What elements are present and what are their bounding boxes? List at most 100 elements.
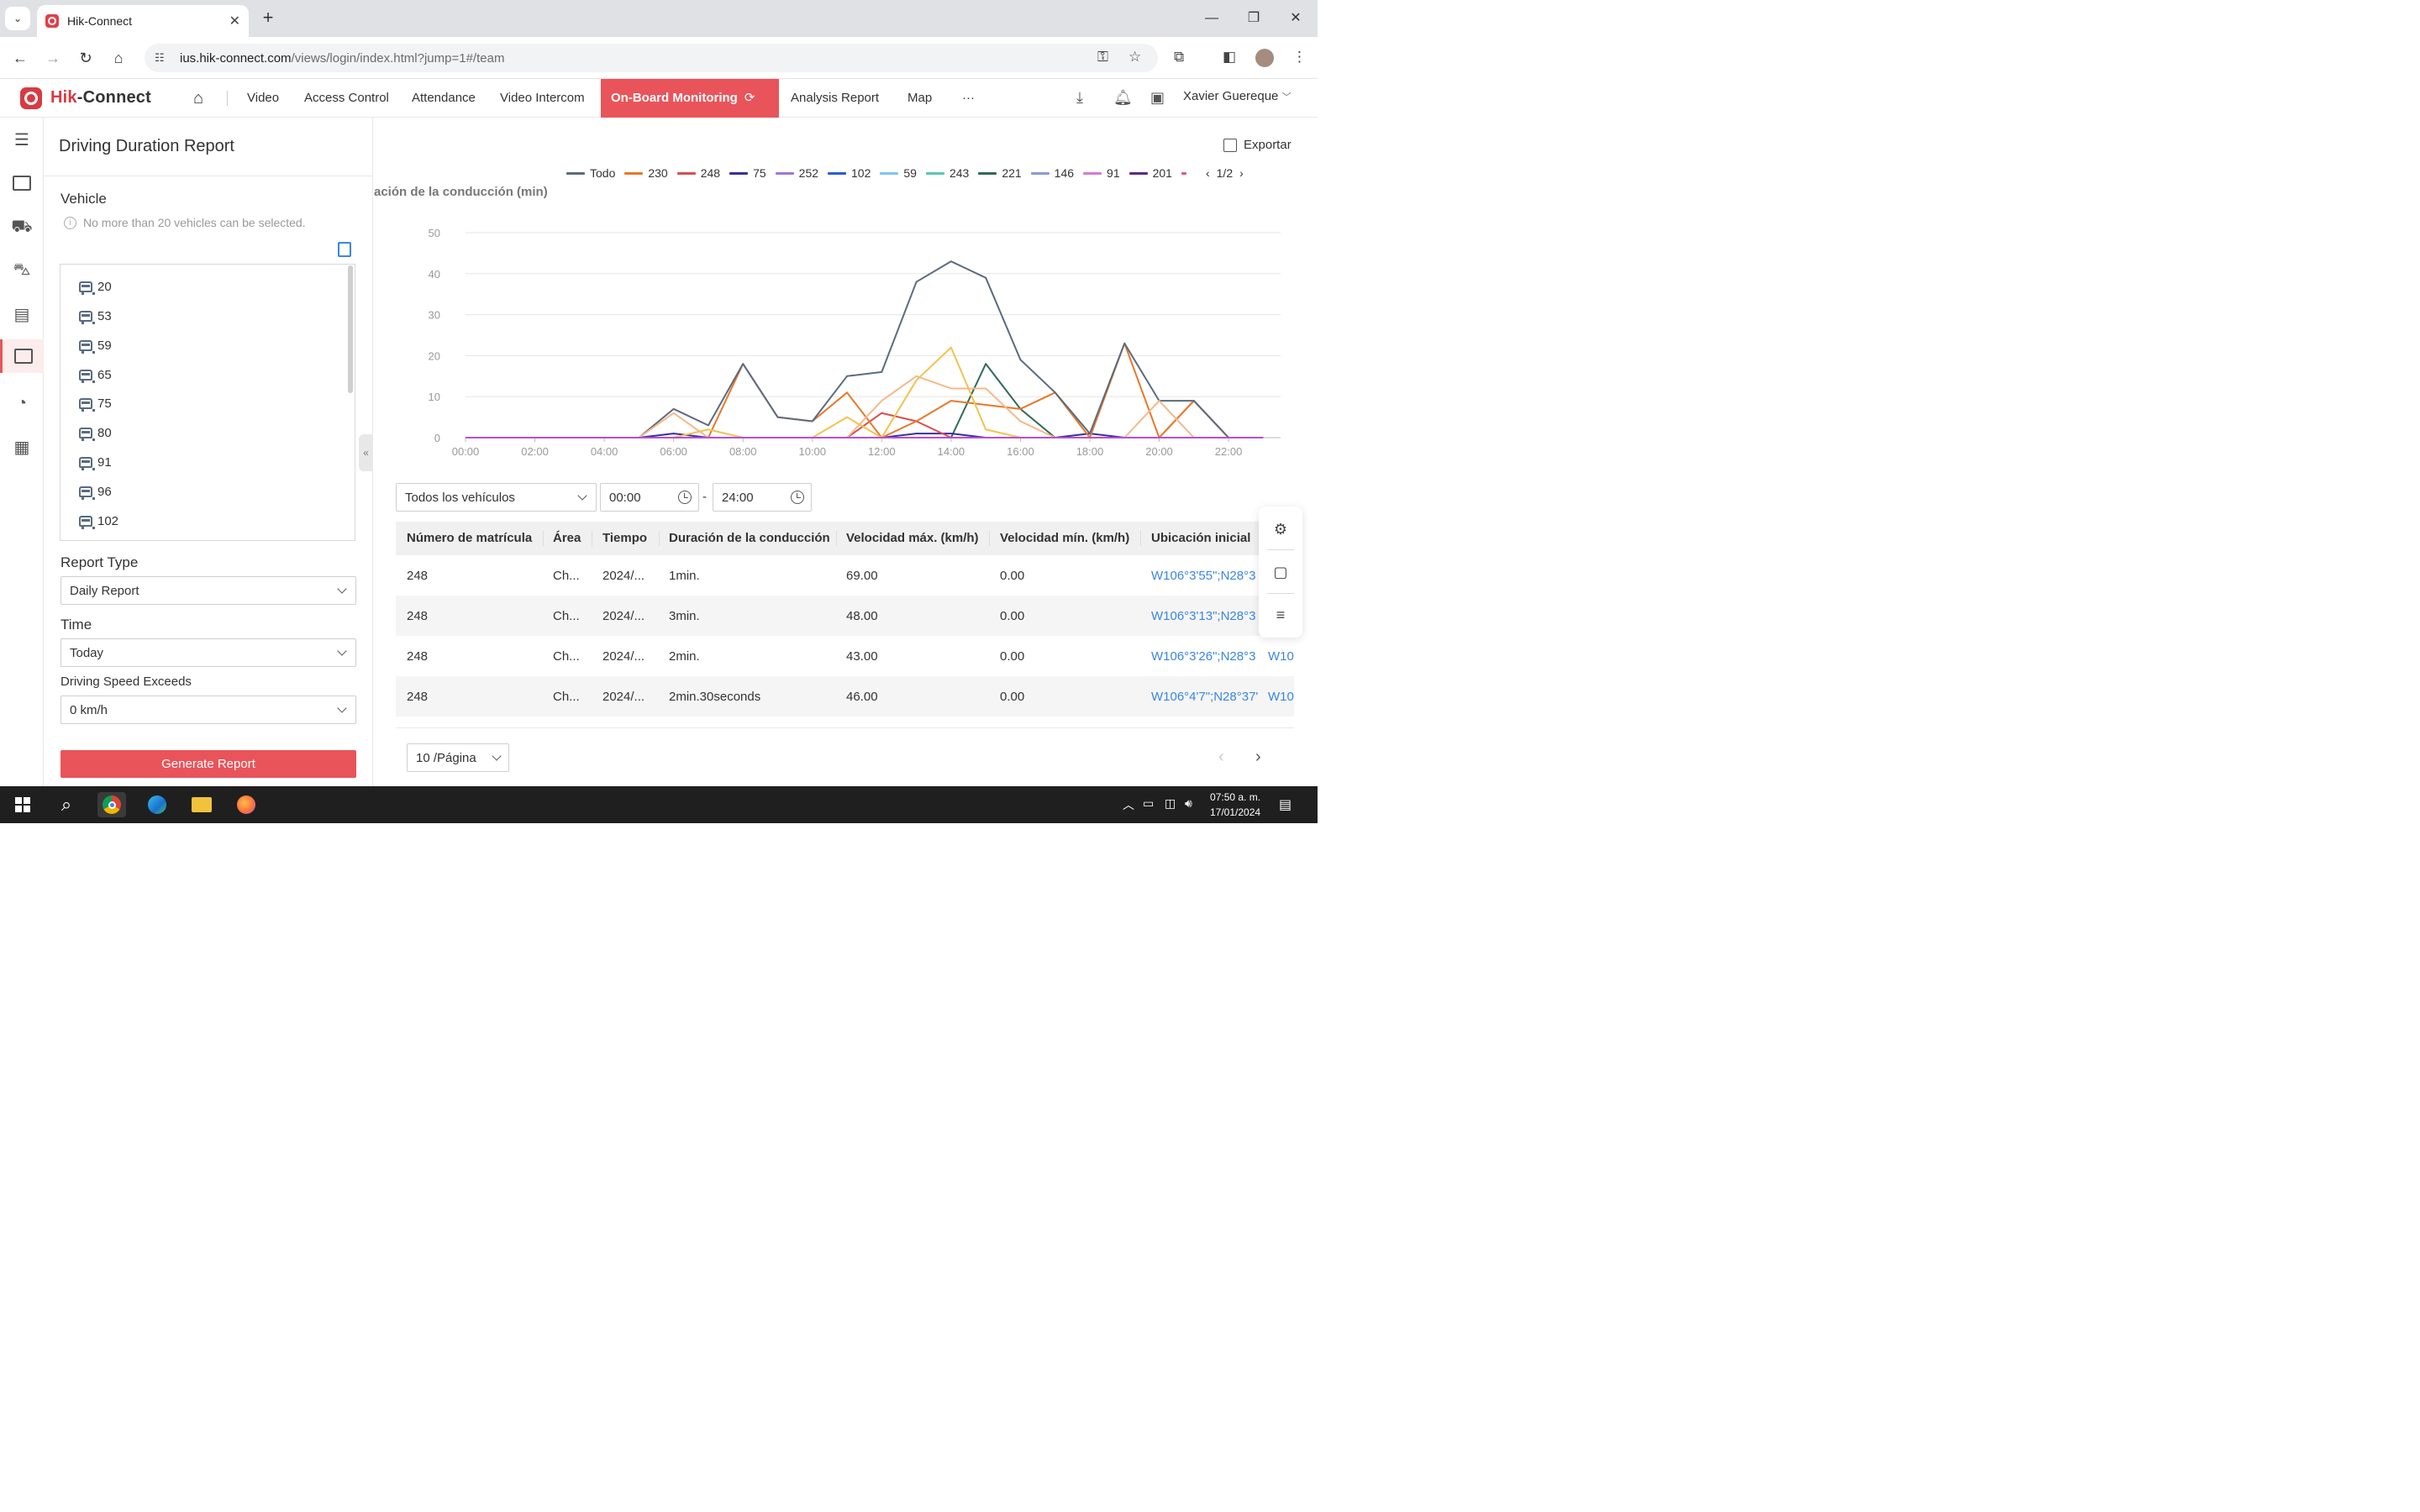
cell-start-location-link[interactable]: W106°3'26";N28°3 xyxy=(1151,649,1256,664)
vehicle-location-icon[interactable]: ⛟ xyxy=(11,217,33,236)
legend-item-201[interactable]: 201 xyxy=(1128,166,1172,180)
task-center-icon[interactable]: ▣ xyxy=(1150,89,1165,106)
prev-page-icon[interactable]: ‹ xyxy=(1218,748,1224,766)
column-duration[interactable]: Duración de la conducción xyxy=(669,531,830,545)
help-manual-icon[interactable]: ▢ xyxy=(1273,564,1288,580)
notification-bell-icon[interactable]: 🔔︎ xyxy=(1113,89,1133,106)
cell-start-location-link[interactable]: W106°3'13";N28°3 xyxy=(1151,609,1256,623)
legend-item-252[interactable]: 252 xyxy=(775,166,818,180)
forward-icon[interactable]: → xyxy=(45,50,60,66)
user-menu[interactable]: Xavier Guereque ﹀ xyxy=(1183,89,1292,103)
assistant-robot-icon[interactable]: ⚙ xyxy=(1273,521,1288,538)
profile-avatar[interactable] xyxy=(1255,49,1274,67)
cell-start-location-link[interactable]: W106°3'55";N28°3 xyxy=(1151,569,1256,583)
column-area[interactable]: Área xyxy=(553,531,581,545)
legend-item-243[interactable]: 243 xyxy=(925,166,969,180)
site-settings-icon[interactable]: ☷ xyxy=(155,51,165,64)
edge-taskbar-icon[interactable] xyxy=(143,792,171,817)
restore-icon[interactable]: ❐ xyxy=(1247,11,1260,25)
legend-next-icon[interactable]: › xyxy=(1239,166,1244,180)
legend-prev-icon[interactable]: ‹ xyxy=(1205,166,1210,180)
side-panel-icon[interactable]: ◧ xyxy=(1223,49,1237,65)
list-item[interactable]: 96 xyxy=(79,481,112,501)
report-check-icon[interactable]: ▤ xyxy=(13,305,30,324)
column-start-location[interactable]: Ubicación inicial xyxy=(1151,531,1251,545)
password-key-icon[interactable]: ⚿ xyxy=(1097,49,1108,65)
chrome-taskbar-icon[interactable] xyxy=(97,792,126,817)
legend-item-75[interactable]: 75 xyxy=(729,166,766,180)
import-file-icon[interactable] xyxy=(338,242,351,257)
list-item[interactable]: 20 xyxy=(79,276,112,297)
table-row[interactable] xyxy=(396,596,1294,636)
file-explorer-taskbar-icon[interactable] xyxy=(187,792,216,817)
vehicle-list[interactable]: 20 53 59 65 75 80 91 96 102 xyxy=(60,264,355,541)
menu-video[interactable]: Video xyxy=(247,91,280,105)
vehicle-list-scrollbar[interactable] xyxy=(348,265,353,393)
menu-map[interactable]: Map xyxy=(908,91,933,105)
menu-on-board-monitoring[interactable]: On-Board Monitoring ⟳ xyxy=(601,79,779,118)
cell-end-location-link[interactable]: W10 xyxy=(1268,690,1294,704)
home-icon[interactable]: ⌂ xyxy=(113,50,124,66)
browser-tab[interactable]: Hik-Connect ✕ xyxy=(37,5,249,37)
menu-attendance[interactable]: Attendance xyxy=(412,91,476,105)
cell-start-location-link[interactable]: W106°4'7";N28°37' xyxy=(1151,690,1259,704)
table-row[interactable] xyxy=(396,676,1294,717)
taskbar-clock[interactable]: 07:50 a. m. 17/01/2024 xyxy=(1210,791,1261,818)
collapse-panel-icon[interactable]: « xyxy=(359,434,373,471)
bookmark-star-icon[interactable]: ☆ xyxy=(1128,49,1142,65)
app-logo[interactable]: Hik-Connect xyxy=(50,88,151,107)
menu-video-intercom[interactable]: Video Intercom xyxy=(500,91,585,105)
url-field[interactable]: ☷ ius.hik-connect.com/views/login/index.… xyxy=(145,44,1158,72)
close-tab-icon[interactable]: ✕ xyxy=(229,14,240,29)
minimize-icon[interactable]: — xyxy=(1205,11,1218,25)
expand-menu-icon[interactable]: ☰ xyxy=(14,130,29,150)
extensions-icon[interactable]: ⧉ xyxy=(1174,49,1185,65)
speed-dashboard-icon[interactable]: ◔ xyxy=(16,393,28,412)
table-row[interactable] xyxy=(396,636,1294,676)
list-item[interactable]: 59 xyxy=(79,335,112,355)
vehicle-filter-select[interactable]: Todos los vehículos xyxy=(396,483,597,512)
menu-analysis-report[interactable]: Analysis Report xyxy=(791,91,880,105)
next-page-icon[interactable]: › xyxy=(1255,748,1261,766)
driving-report-icon[interactable] xyxy=(0,339,44,373)
windows-start-icon[interactable] xyxy=(8,792,37,817)
list-item[interactable]: 53 xyxy=(79,306,112,326)
time-select[interactable]: Today xyxy=(60,638,356,667)
column-plate[interactable]: Número de matrícula xyxy=(407,531,533,545)
table-row[interactable] xyxy=(396,555,1294,596)
list-item[interactable]: 65 xyxy=(79,365,112,385)
new-tab-button[interactable]: + xyxy=(262,7,274,28)
notifications-icon[interactable]: ▤ xyxy=(1279,798,1292,812)
legend-item-102[interactable]: 102 xyxy=(828,166,871,180)
export-button[interactable]: Exportar xyxy=(1223,138,1292,152)
legend-item-146[interactable]: 146 xyxy=(1030,166,1074,180)
speed-select[interactable]: 0 km/h xyxy=(60,696,356,724)
volume-icon[interactable]: 🔊︎ xyxy=(1185,796,1192,810)
cell-end-location-link[interactable]: W10 xyxy=(1268,649,1294,664)
vehicle-icon[interactable]: ⛍ xyxy=(13,260,31,279)
list-item[interactable]: 91 xyxy=(79,452,112,472)
live-view-icon[interactable] xyxy=(0,166,44,200)
menu-more[interactable]: ··· xyxy=(962,91,975,105)
home-nav-icon[interactable]: ⌂ xyxy=(193,89,204,108)
list-item[interactable]: 75 xyxy=(79,393,112,413)
page-size-select[interactable]: 10 /Página xyxy=(407,743,509,772)
reload-icon[interactable]: ↻ xyxy=(79,50,92,66)
generate-report-button[interactable]: Generate Report xyxy=(60,750,356,778)
collapse-tools-icon[interactable]: ≡ xyxy=(1276,606,1286,623)
start-time-input[interactable]: 00:00 xyxy=(600,483,699,512)
legend-item-todo[interactable]: Todo xyxy=(566,166,615,180)
list-item[interactable]: 80 xyxy=(79,423,112,443)
end-time-input[interactable]: 24:00 xyxy=(713,483,812,512)
legend-item-59[interactable]: 59 xyxy=(880,166,917,180)
column-max-speed[interactable]: Velocidad máx. (km/h) xyxy=(846,531,979,545)
browser-menu-icon[interactable]: ⋮ xyxy=(1292,49,1307,65)
column-min-speed[interactable]: Velocidad mín. (km/h) xyxy=(1000,531,1130,545)
close-window-icon[interactable]: ✕ xyxy=(1290,11,1302,25)
legend-item-91[interactable]: 91 xyxy=(1083,166,1120,180)
list-item[interactable]: 102 xyxy=(79,511,118,531)
menu-access-control[interactable]: Access Control xyxy=(304,91,389,105)
tab-search-button[interactable]: ⌄ xyxy=(5,7,30,30)
back-icon[interactable]: ← xyxy=(13,50,28,66)
firefox-taskbar-icon[interactable] xyxy=(232,792,260,817)
